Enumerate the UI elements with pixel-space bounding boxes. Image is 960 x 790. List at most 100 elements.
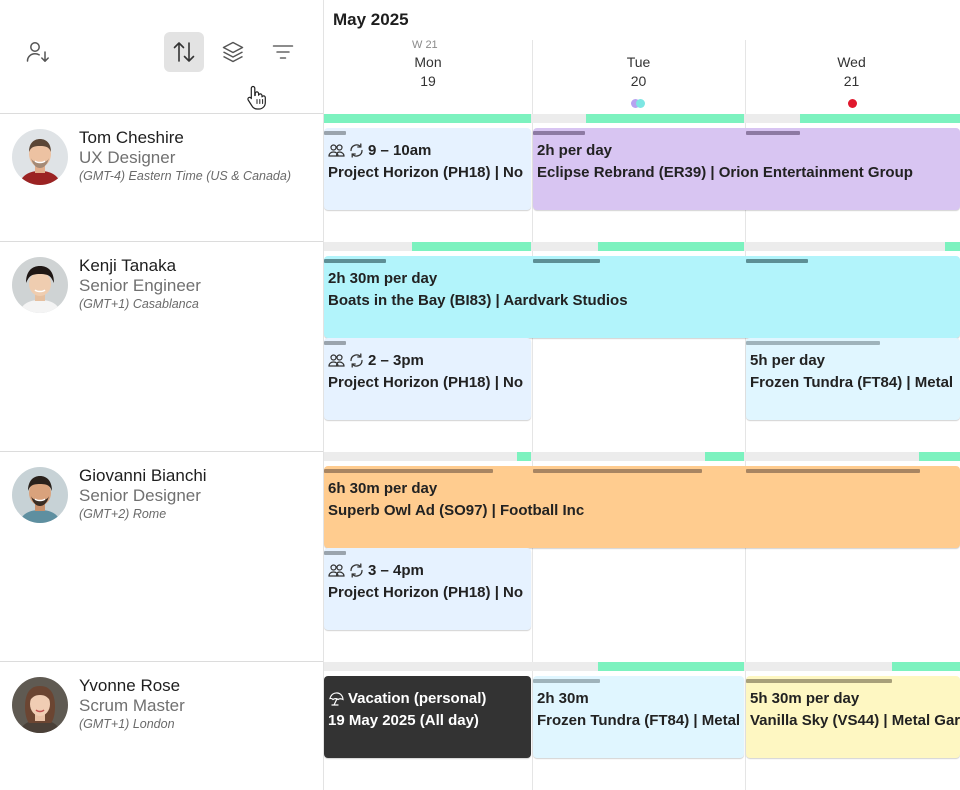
person-role: UX Designer — [79, 148, 176, 167]
card-title: Frozen Tundra (FT84) | Metal — [750, 374, 954, 391]
card-title: Project Horizon (PH18) | No — [328, 584, 524, 601]
card-time: 5h per day — [750, 352, 826, 369]
filter-icon — [272, 45, 294, 59]
card-progress-bar — [533, 679, 600, 683]
person-name: Tom Cheshire — [79, 128, 184, 147]
sort-person-icon — [26, 42, 49, 62]
avatar — [12, 257, 68, 313]
event-marker-dot[interactable] — [631, 99, 640, 108]
availability-bar — [412, 242, 531, 251]
person-row[interactable]: Tom Cheshire UX Designer (GMT-4) Eastern… — [0, 115, 323, 242]
availability-bar — [705, 452, 744, 461]
card-progress-bar — [746, 679, 892, 683]
card-progress-bar — [324, 131, 346, 135]
schedule-grid: May 2025 W 21 Mon 19 Tue 20 Wed 21 9 – 1… — [324, 0, 960, 790]
day-date: 19 — [420, 73, 436, 89]
resource-column: Tom Cheshire UX Designer (GMT-4) Eastern… — [0, 0, 324, 790]
card-progress-bar — [324, 469, 493, 473]
person-row[interactable]: Yvonne Rose Scrum Master (GMT+1) London — [0, 663, 323, 790]
task-card[interactable]: 2h 30m per day Boats in the Bay (BI83) |… — [324, 256, 960, 338]
card-progress-bar — [746, 259, 808, 263]
day-header-wed[interactable]: Wed 21 — [745, 54, 958, 89]
card-time: 2h 30m — [537, 690, 589, 707]
availability-bar — [598, 662, 744, 671]
sort-person-button[interactable] — [18, 32, 58, 72]
sort-order-button[interactable] — [164, 32, 204, 72]
day-name: Wed — [837, 54, 866, 70]
availability-bar — [586, 114, 744, 123]
card-time: 3 – 4pm — [368, 562, 424, 579]
person-timezone: (GMT+1) Casablanca — [79, 297, 199, 311]
person-timezone: (GMT+2) Rome — [79, 507, 167, 521]
card-progress-bar — [746, 341, 880, 345]
availability-track — [324, 452, 960, 461]
card-progress-bar — [324, 551, 346, 555]
task-card[interactable]: 2h per day Eclipse Rebrand (ER39) | Orio… — [533, 128, 960, 210]
person-name: Yvonne Rose — [79, 676, 181, 695]
people-icon — [328, 564, 345, 577]
people-icon — [328, 354, 345, 367]
card-progress-bar — [533, 131, 585, 135]
task-card[interactable]: 2h 30m Frozen Tundra (FT84) | Metal — [533, 676, 744, 758]
people-icon — [328, 144, 345, 157]
card-time: 5h 30m per day — [750, 690, 860, 707]
availability-bar — [945, 242, 960, 251]
card-progress-bar — [746, 469, 920, 473]
card-progress-bar — [324, 341, 346, 345]
person-row[interactable]: Kenji Tanaka Senior Engineer (GMT+1) Cas… — [0, 243, 323, 452]
person-timezone: (GMT-4) Eastern Time (US & Canada) — [79, 169, 291, 183]
repeat-icon — [350, 563, 363, 578]
repeat-icon — [350, 143, 363, 158]
availability-bar — [598, 242, 744, 251]
avatar — [12, 677, 68, 733]
day-date: 20 — [630, 73, 647, 89]
card-title: Project Horizon (PH18) | No — [328, 374, 524, 391]
layers-button[interactable] — [213, 32, 253, 72]
card-time: 2h 30m per day — [328, 270, 438, 287]
card-time: 6h 30m per day — [328, 480, 438, 497]
task-card[interactable]: 5h per day Frozen Tundra (FT84) | Metal — [746, 338, 960, 420]
holiday-marker-dot[interactable] — [848, 99, 857, 108]
day-header-tue[interactable]: Tue 20 — [532, 54, 745, 89]
day-name: Tue — [626, 54, 651, 70]
card-title: Vanilla Sky (VS44) | Metal Gar — [750, 712, 960, 729]
day-header-mon[interactable]: Mon 19 — [324, 54, 532, 89]
tentative-task-card[interactable]: 2 – 3pm Project Horizon (PH18) | No — [324, 338, 531, 420]
event-marker-dot[interactable] — [636, 99, 645, 108]
task-card[interactable]: 5h 30m per day Vanilla Sky (VS44) | Meta… — [746, 676, 960, 758]
time-off-card[interactable]: Vacation (personal) 19 May 2025 (All day… — [324, 676, 531, 758]
beach-umbrella-icon — [329, 692, 344, 706]
tentative-task-card[interactable]: 3 – 4pm Project Horizon (PH18) | No — [324, 548, 531, 630]
task-card[interactable]: 6h 30m per day Superb Owl Ad (SO97) | Fo… — [324, 466, 960, 548]
filter-button[interactable] — [263, 32, 303, 72]
hand-cursor-icon — [247, 85, 266, 110]
card-time: 2h per day — [537, 142, 613, 159]
person-name: Giovanni Bianchi — [79, 466, 207, 485]
avatar — [12, 129, 68, 185]
layers-icon — [222, 41, 244, 63]
person-row[interactable]: Giovanni Bianchi Senior Designer (GMT+2)… — [0, 453, 323, 662]
day-divider — [532, 40, 533, 790]
person-role: Senior Engineer — [79, 276, 201, 295]
month-title: May 2025 — [333, 10, 409, 29]
availability-bar — [517, 452, 531, 461]
day-divider — [745, 40, 746, 790]
card-progress-bar — [746, 131, 800, 135]
person-name: Kenji Tanaka — [79, 256, 177, 275]
availability-bar — [800, 114, 960, 123]
card-time: 2 – 3pm — [368, 352, 424, 369]
card-title: 19 May 2025 (All day) — [328, 712, 479, 729]
tentative-task-card[interactable]: 9 – 10am Project Horizon (PH18) | No — [324, 128, 531, 210]
avatar — [12, 467, 68, 523]
card-time: 9 – 10am — [368, 142, 432, 159]
availability-bar — [892, 662, 960, 671]
repeat-icon — [350, 353, 363, 368]
person-timezone: (GMT+1) London — [79, 717, 175, 731]
card-progress-bar — [324, 259, 386, 263]
card-title: Project Horizon (PH18) | No — [328, 164, 524, 181]
person-role: Senior Designer — [79, 486, 201, 505]
card-title: Frozen Tundra (FT84) | Metal — [537, 712, 741, 729]
toolbar — [0, 0, 323, 114]
week-number: W 21 — [412, 39, 438, 51]
day-date: 21 — [843, 73, 860, 89]
